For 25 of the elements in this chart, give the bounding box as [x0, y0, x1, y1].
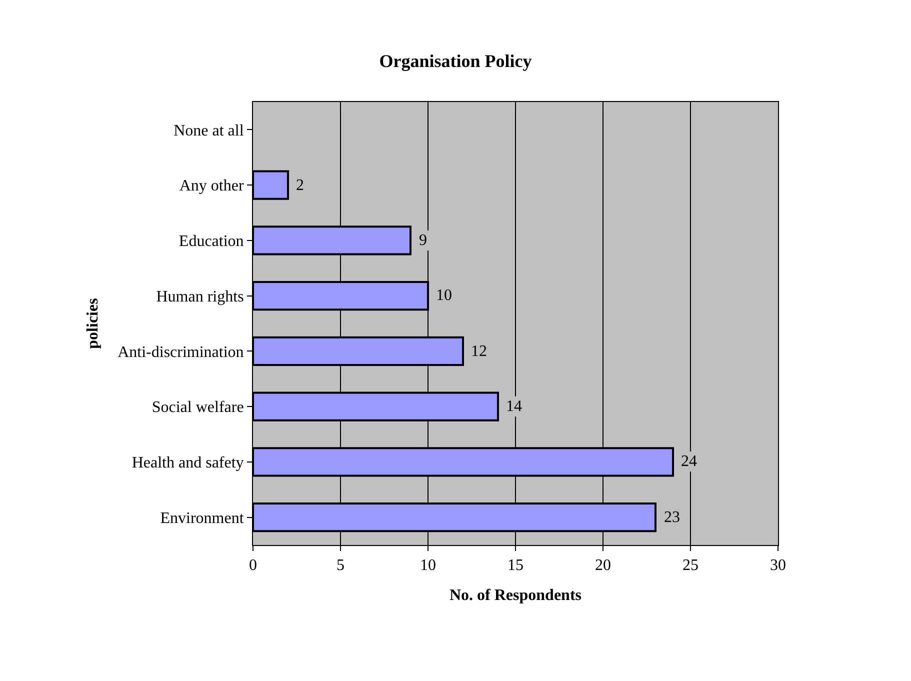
data-label: 10	[436, 287, 452, 304]
y-tick-label: Environment	[160, 510, 244, 527]
y-tick-label: None at all	[174, 122, 244, 140]
y-tick-label: Health and safety	[132, 454, 244, 472]
x-tick-label: 0	[249, 557, 257, 574]
x-tick-label: 25	[682, 557, 698, 574]
data-label: 24	[681, 453, 697, 470]
y-tick-label: Anti-discrimination	[118, 344, 244, 361]
x-tick-label: 15	[508, 557, 524, 574]
data-label: 9	[419, 232, 427, 249]
y-tick-label: Education	[178, 233, 244, 250]
y-tick-label: Human rights	[156, 288, 244, 306]
data-label: 12	[471, 343, 487, 360]
y-tick-label: Any other	[179, 178, 244, 195]
x-axis-title: No. of Respondents	[449, 586, 582, 604]
y-axis-title: policies	[84, 298, 102, 349]
data-label: 23	[664, 509, 680, 526]
data-label: 14	[506, 398, 522, 415]
x-tick-label: 5	[336, 557, 344, 574]
data-label: 2	[296, 177, 304, 194]
x-tick-label: 20	[595, 557, 611, 574]
x-tick-label: 30	[770, 557, 786, 574]
y-tick-label: Social welfare	[152, 399, 244, 416]
x-tick-label: 10	[420, 557, 436, 574]
chart-title: Organisation Policy	[379, 51, 532, 72]
